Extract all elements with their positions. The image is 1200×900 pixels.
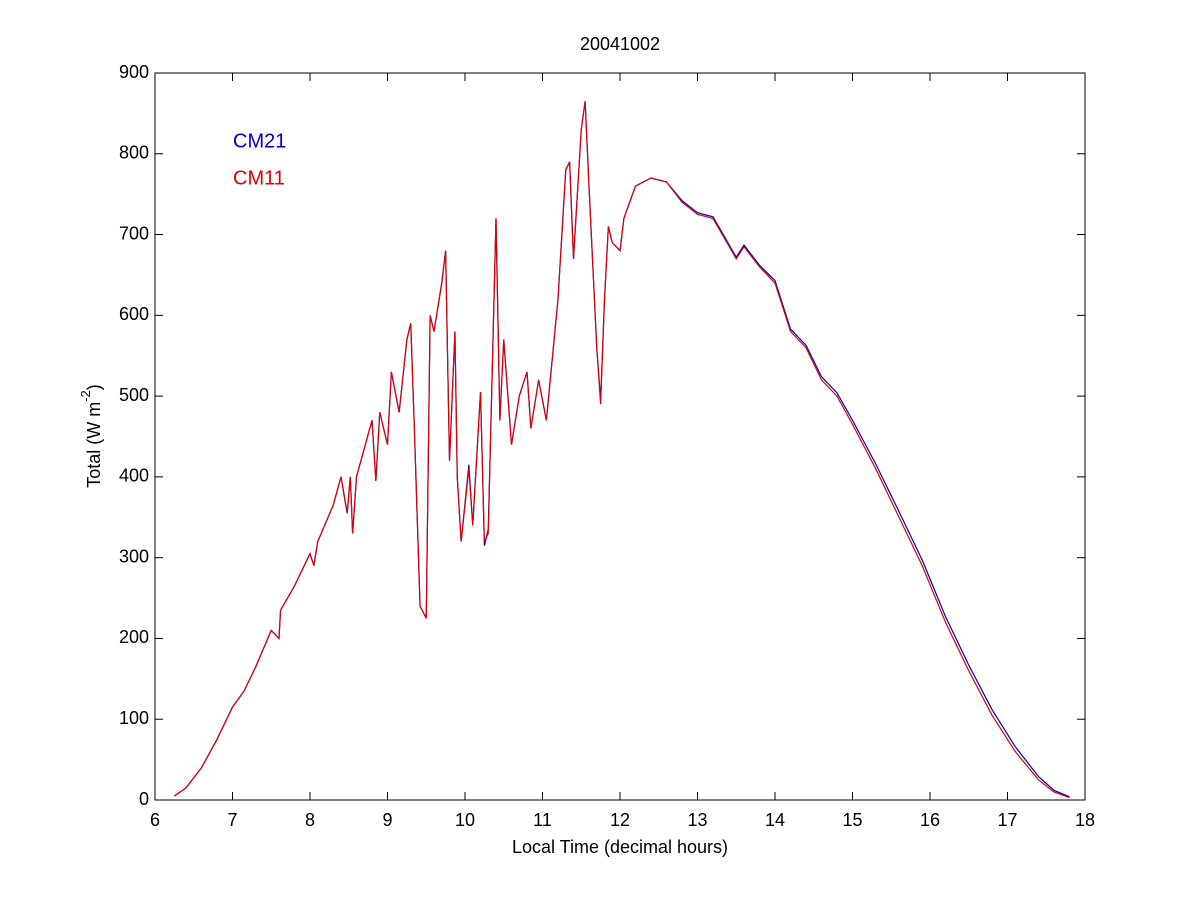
x-axis-label: Local Time (decimal hours) <box>512 837 728 857</box>
y-tick-label: 0 <box>139 789 149 809</box>
y-tick-label: 700 <box>119 223 149 243</box>
x-tick-label: 11 <box>533 810 552 830</box>
y-tick-label: 900 <box>119 62 149 82</box>
x-tick-label: 16 <box>920 810 940 830</box>
x-tick-label: 12 <box>610 810 630 830</box>
x-tick-label: 13 <box>687 810 707 830</box>
x-tick-label: 17 <box>997 810 1017 830</box>
x-tick-label: 18 <box>1075 810 1095 830</box>
legend-entry: CM21 <box>233 130 286 152</box>
x-tick-label: 10 <box>455 810 475 830</box>
y-tick-label: 300 <box>119 546 149 566</box>
y-tick-label: 200 <box>119 627 149 647</box>
x-tick-label: 8 <box>305 810 315 830</box>
x-tick-label: 7 <box>227 810 237 830</box>
x-tick-label: 6 <box>150 810 160 830</box>
y-label-sup: -2 <box>78 390 93 402</box>
x-tick-label: 9 <box>382 810 392 830</box>
y-tick-label: 100 <box>119 708 149 728</box>
y-tick-label: 800 <box>119 143 149 163</box>
series-line <box>174 101 1070 799</box>
x-tick-label: 14 <box>765 810 785 830</box>
y-axis-label: Total (W m-2) <box>78 384 103 488</box>
y-tick-label: 600 <box>119 304 149 324</box>
chart-title: 20041002 <box>580 34 660 54</box>
y-tick-label: 400 <box>119 466 149 486</box>
y-label-text: Total (W m <box>84 402 104 488</box>
y-tick-label: 500 <box>119 385 149 405</box>
plot-box <box>154 72 1086 801</box>
x-tick-label: 15 <box>842 810 862 830</box>
legend-entry: CM11 <box>233 167 285 189</box>
y-label-end: ) <box>84 384 104 390</box>
